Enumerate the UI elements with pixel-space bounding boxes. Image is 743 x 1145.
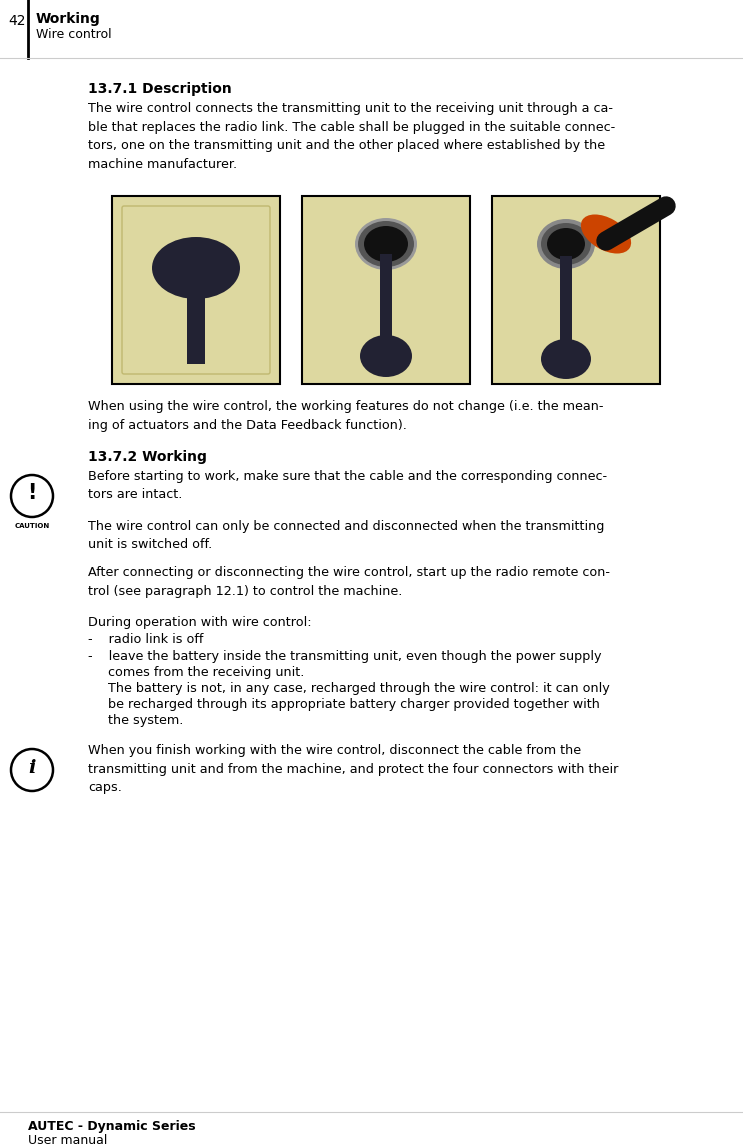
Ellipse shape [547, 228, 585, 260]
Text: The wire control can only be connected and disconnected when the transmitting
un: The wire control can only be connected a… [88, 520, 604, 552]
Text: During operation with wire control:: During operation with wire control: [88, 616, 311, 629]
Ellipse shape [581, 214, 631, 253]
Text: User manual: User manual [28, 1134, 108, 1145]
Ellipse shape [358, 221, 414, 267]
Ellipse shape [364, 226, 408, 262]
Text: 13.7.1 Description: 13.7.1 Description [88, 82, 232, 96]
Text: -    leave the battery inside the transmitting unit, even though the power suppl: - leave the battery inside the transmitt… [88, 650, 602, 663]
Text: 42: 42 [8, 14, 25, 27]
Circle shape [11, 475, 53, 518]
FancyBboxPatch shape [302, 196, 470, 384]
Ellipse shape [541, 223, 591, 264]
FancyBboxPatch shape [560, 256, 572, 348]
Text: 13.7.2 Working: 13.7.2 Working [88, 450, 207, 464]
Text: Working: Working [36, 11, 101, 26]
Text: The battery is not, in any case, recharged through the wire control: it can only: The battery is not, in any case, recharg… [88, 682, 610, 695]
Text: When using the wire control, the working features do not change (i.e. the mean-
: When using the wire control, the working… [88, 400, 603, 432]
FancyBboxPatch shape [187, 276, 205, 364]
Ellipse shape [152, 237, 240, 299]
Ellipse shape [360, 335, 412, 377]
Text: The wire control connects the transmitting unit to the receiving unit through a : The wire control connects the transmitti… [88, 102, 615, 171]
Text: Wire control: Wire control [36, 27, 111, 41]
Text: comes from the receiving unit.: comes from the receiving unit. [88, 666, 305, 679]
Text: -    radio link is off: - radio link is off [88, 633, 204, 646]
Ellipse shape [537, 219, 595, 269]
Text: !: ! [27, 483, 36, 503]
FancyBboxPatch shape [112, 196, 280, 384]
FancyBboxPatch shape [380, 254, 392, 344]
Text: i: i [28, 759, 36, 777]
Text: Before starting to work, make sure that the cable and the corresponding connec-
: Before starting to work, make sure that … [88, 469, 607, 502]
Text: be recharged through its appropriate battery charger provided together with: be recharged through its appropriate bat… [88, 698, 600, 711]
Text: When you finish working with the wire control, disconnect the cable from the
tra: When you finish working with the wire co… [88, 744, 618, 793]
FancyBboxPatch shape [492, 196, 660, 384]
Text: AUTEC - Dynamic Series: AUTEC - Dynamic Series [28, 1120, 195, 1134]
Ellipse shape [355, 218, 417, 270]
Ellipse shape [541, 339, 591, 379]
Text: After connecting or disconnecting the wire control, start up the radio remote co: After connecting or disconnecting the wi… [88, 566, 610, 598]
Text: the system.: the system. [88, 714, 184, 727]
Text: CAUTION: CAUTION [14, 523, 50, 529]
Circle shape [11, 749, 53, 791]
